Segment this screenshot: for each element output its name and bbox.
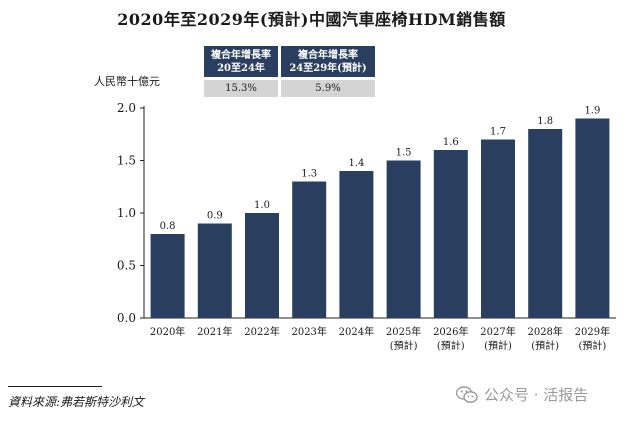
y-axis-unit-label: 人民幣十億元 <box>94 75 160 88</box>
x-tick-label: 2021年 <box>197 325 232 338</box>
bar <box>150 234 185 318</box>
cagr-header: 複合年增長率 20至24年 <box>204 46 278 77</box>
bar <box>245 213 279 318</box>
y-tick-label: 0.0 <box>117 311 136 325</box>
bar <box>575 118 610 318</box>
y-tick-label: 0.5 <box>117 259 136 273</box>
bar-value-label: 1.5 <box>396 148 412 159</box>
bar-value-label: 1.6 <box>443 137 459 148</box>
bar-value-label: 1.7 <box>490 127 506 138</box>
x-tick-label: 2020年 <box>150 325 185 338</box>
x-tick-sublabel: (預計) <box>390 339 418 352</box>
x-tick-label: 2022年 <box>244 325 279 338</box>
bar <box>386 160 421 318</box>
bar <box>197 223 232 318</box>
x-tick-label: 2023年 <box>291 325 326 338</box>
y-tick-label: 2.0 <box>117 101 136 115</box>
y-tick-label: 1.5 <box>117 154 136 168</box>
x-tick-sublabel: (預計) <box>437 339 465 352</box>
bar-value-label: 0.8 <box>160 221 176 232</box>
cagr-header-line2: 24至29年(預計) <box>289 63 367 74</box>
x-tick-sublabel: (預計) <box>578 339 606 352</box>
wechat-icon <box>456 385 478 403</box>
bar-value-label: 1.3 <box>301 169 317 180</box>
cagr-header-line2: 20至24年 <box>217 63 265 74</box>
bar-value-label: 0.9 <box>207 211 223 222</box>
bar-value-label: 1.0 <box>254 200 270 211</box>
source-note: 資料來源:弗若斯特沙利文 <box>8 395 145 409</box>
cagr-column-2024-2029: 複合年增長率 24至29年(預計) 5.9% <box>281 46 375 97</box>
bar-chart: 0.0 0.5 1.0 1.5 2.0 0.8 2020年 0.9 2021年 1.0 2022年 1… <box>117 101 616 352</box>
x-tick-sublabel: (預計) <box>531 339 559 352</box>
bar-value-label: 1.9 <box>584 106 600 117</box>
bar <box>339 171 374 318</box>
bar <box>292 181 327 318</box>
watermark-text: 公众号 · 活报告 <box>484 386 589 404</box>
cagr-value: 5.9% <box>281 80 375 97</box>
chart-title: 2020年至2029年(預計)中國汽車座椅HDM銷售額 <box>117 10 506 29</box>
x-tick-label: 2024年 <box>339 325 374 338</box>
bar <box>528 129 563 318</box>
cagr-value: 15.3% <box>204 80 278 97</box>
bar-value-label: 1.4 <box>348 158 364 169</box>
cagr-header: 複合年增長率 24至29年(預計) <box>281 46 375 77</box>
bar <box>433 150 468 318</box>
bar-value-label: 1.8 <box>537 116 553 127</box>
x-tick-label: 2027年 <box>480 325 515 338</box>
x-tick-sublabel: (預計) <box>484 339 512 352</box>
x-tick-label: 2025年 <box>386 325 421 338</box>
source-divider <box>8 386 102 387</box>
x-tick-label: 2029年 <box>575 325 610 338</box>
x-tick-label: 2028年 <box>527 325 562 338</box>
cagr-header-line1: 複合年增長率 <box>211 50 271 61</box>
watermark: 公众号 · 活报告 <box>456 384 588 405</box>
x-tick-label: 2026年 <box>433 325 468 338</box>
y-tick-label: 1.0 <box>117 206 136 220</box>
cagr-column-2020-2024: 複合年增長率 20至24年 15.3% <box>204 46 278 97</box>
bar <box>481 139 515 318</box>
cagr-header-line1: 複合年增長率 <box>298 50 358 61</box>
